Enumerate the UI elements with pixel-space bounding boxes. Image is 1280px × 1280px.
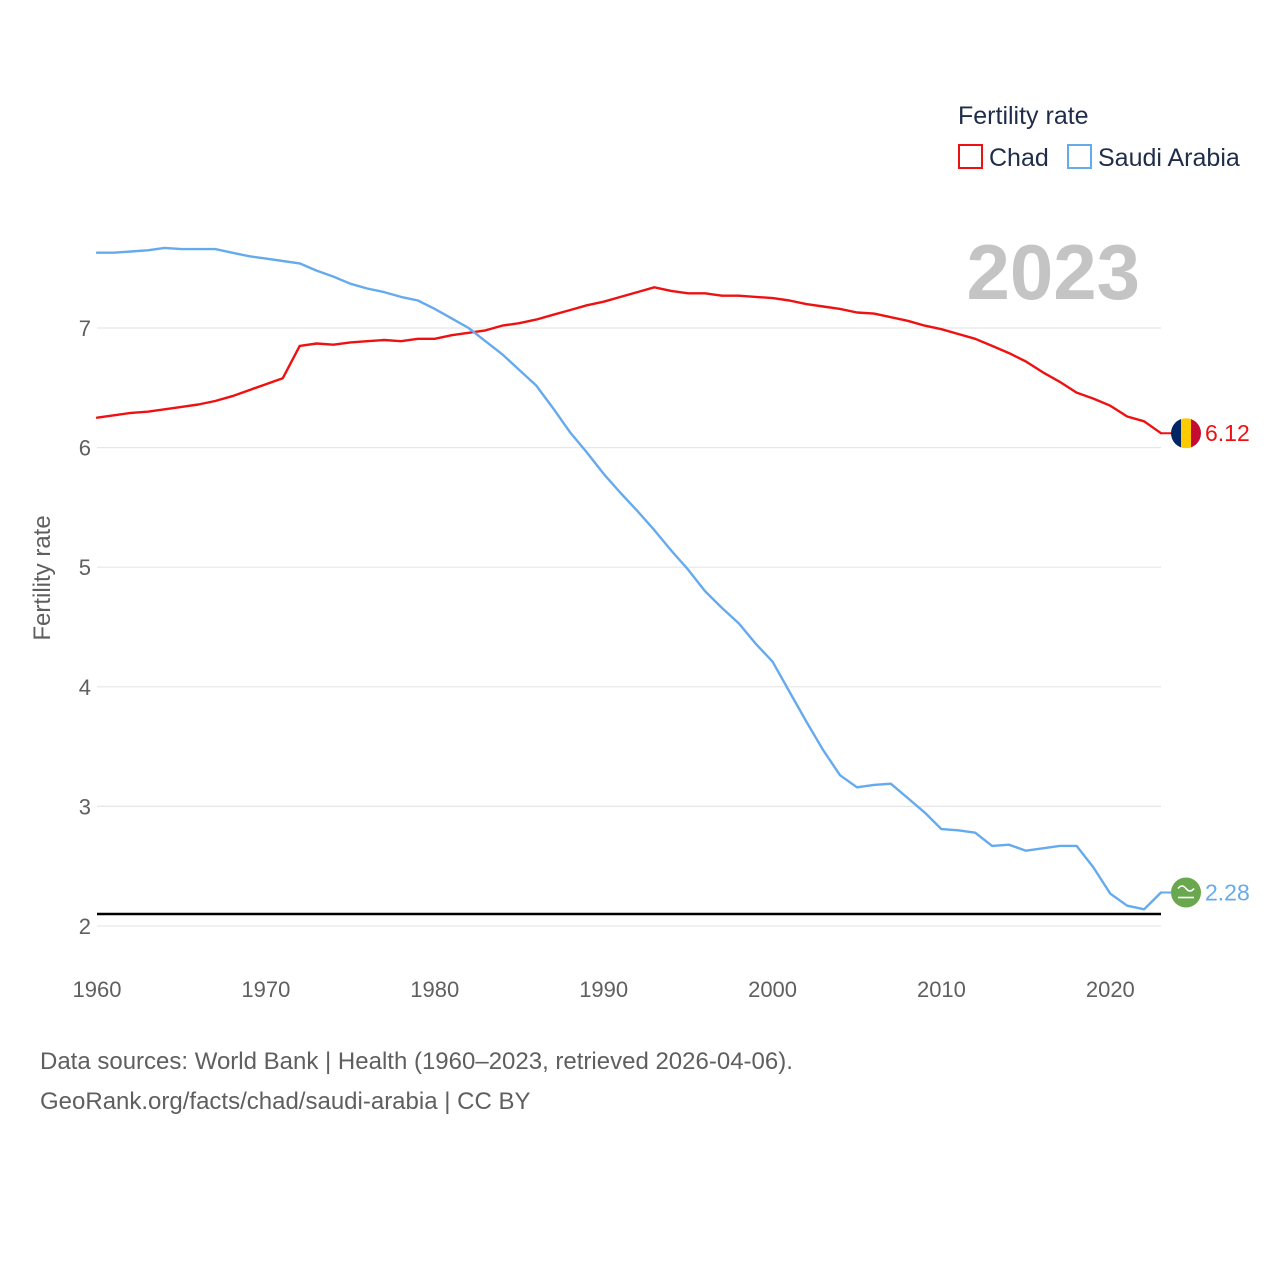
legend-title: Fertility rate (958, 102, 1089, 130)
y-tick-label: 5 (79, 555, 91, 580)
footer: Data sources: World Bank | Health (1960–… (40, 1042, 793, 1122)
legend-swatch-saudi-arabia (1067, 144, 1092, 169)
saudi-flag-icon (1171, 877, 1201, 908)
y-tick-label: 2 (79, 914, 91, 939)
x-tick-label: 1980 (410, 977, 459, 1002)
year-watermark: 2023 (966, 228, 1140, 316)
legend-label-chad: Chad (989, 144, 1049, 172)
y-axis-label: Fertility rate (29, 515, 56, 640)
line-chart: 2 3 4 5 6 7 1960 1970 1980 1990 2000 2010 2020 6.12… (29, 102, 1250, 1002)
x-tick-label: 1970 (241, 977, 290, 1002)
legend-swatch-chad (958, 144, 983, 169)
end-value-label-saudi-arabia: 2.28 (1205, 880, 1250, 906)
series-line-chad (95, 286, 1163, 435)
x-tick-label: 1960 (73, 977, 122, 1002)
x-tick-label: 2010 (917, 977, 966, 1002)
legend-item-chad[interactable]: Chad (958, 144, 1049, 172)
y-tick-label: 6 (79, 436, 91, 461)
grid-layer (97, 327, 1161, 927)
end-value-label-chad: 6.12 (1205, 420, 1250, 446)
chad-flag-icon (1171, 418, 1201, 449)
x-tick-label: 2000 (748, 977, 797, 1002)
y-axis-ticks: 2 3 4 5 6 7 (79, 316, 91, 939)
y-tick-label: 3 (79, 794, 91, 819)
series-layer (95, 246, 1163, 911)
legend-item-saudi-arabia[interactable]: Saudi Arabia (1067, 144, 1240, 172)
source-link[interactable]: GeoRank.org/facts/chad/saudi-arabia | CC… (40, 1088, 531, 1115)
x-axis-ticks: 1960 1970 1980 1990 2000 2010 2020 (73, 977, 1135, 1002)
y-tick-label: 4 (79, 675, 91, 700)
series-line-saudi-arabia (95, 246, 1163, 911)
legend-label-saudi-arabia: Saudi Arabia (1098, 144, 1240, 172)
end-markers: 6.12 2.28 (1161, 418, 1250, 908)
data-source-text: Data sources: World Bank | Health (1960–… (40, 1048, 793, 1075)
x-tick-label: 2020 (1086, 977, 1135, 1002)
x-tick-label: 1990 (579, 977, 628, 1002)
y-tick-label: 7 (79, 316, 91, 341)
legend: Fertility rate Chad Saudi Arabia (958, 102, 1240, 172)
